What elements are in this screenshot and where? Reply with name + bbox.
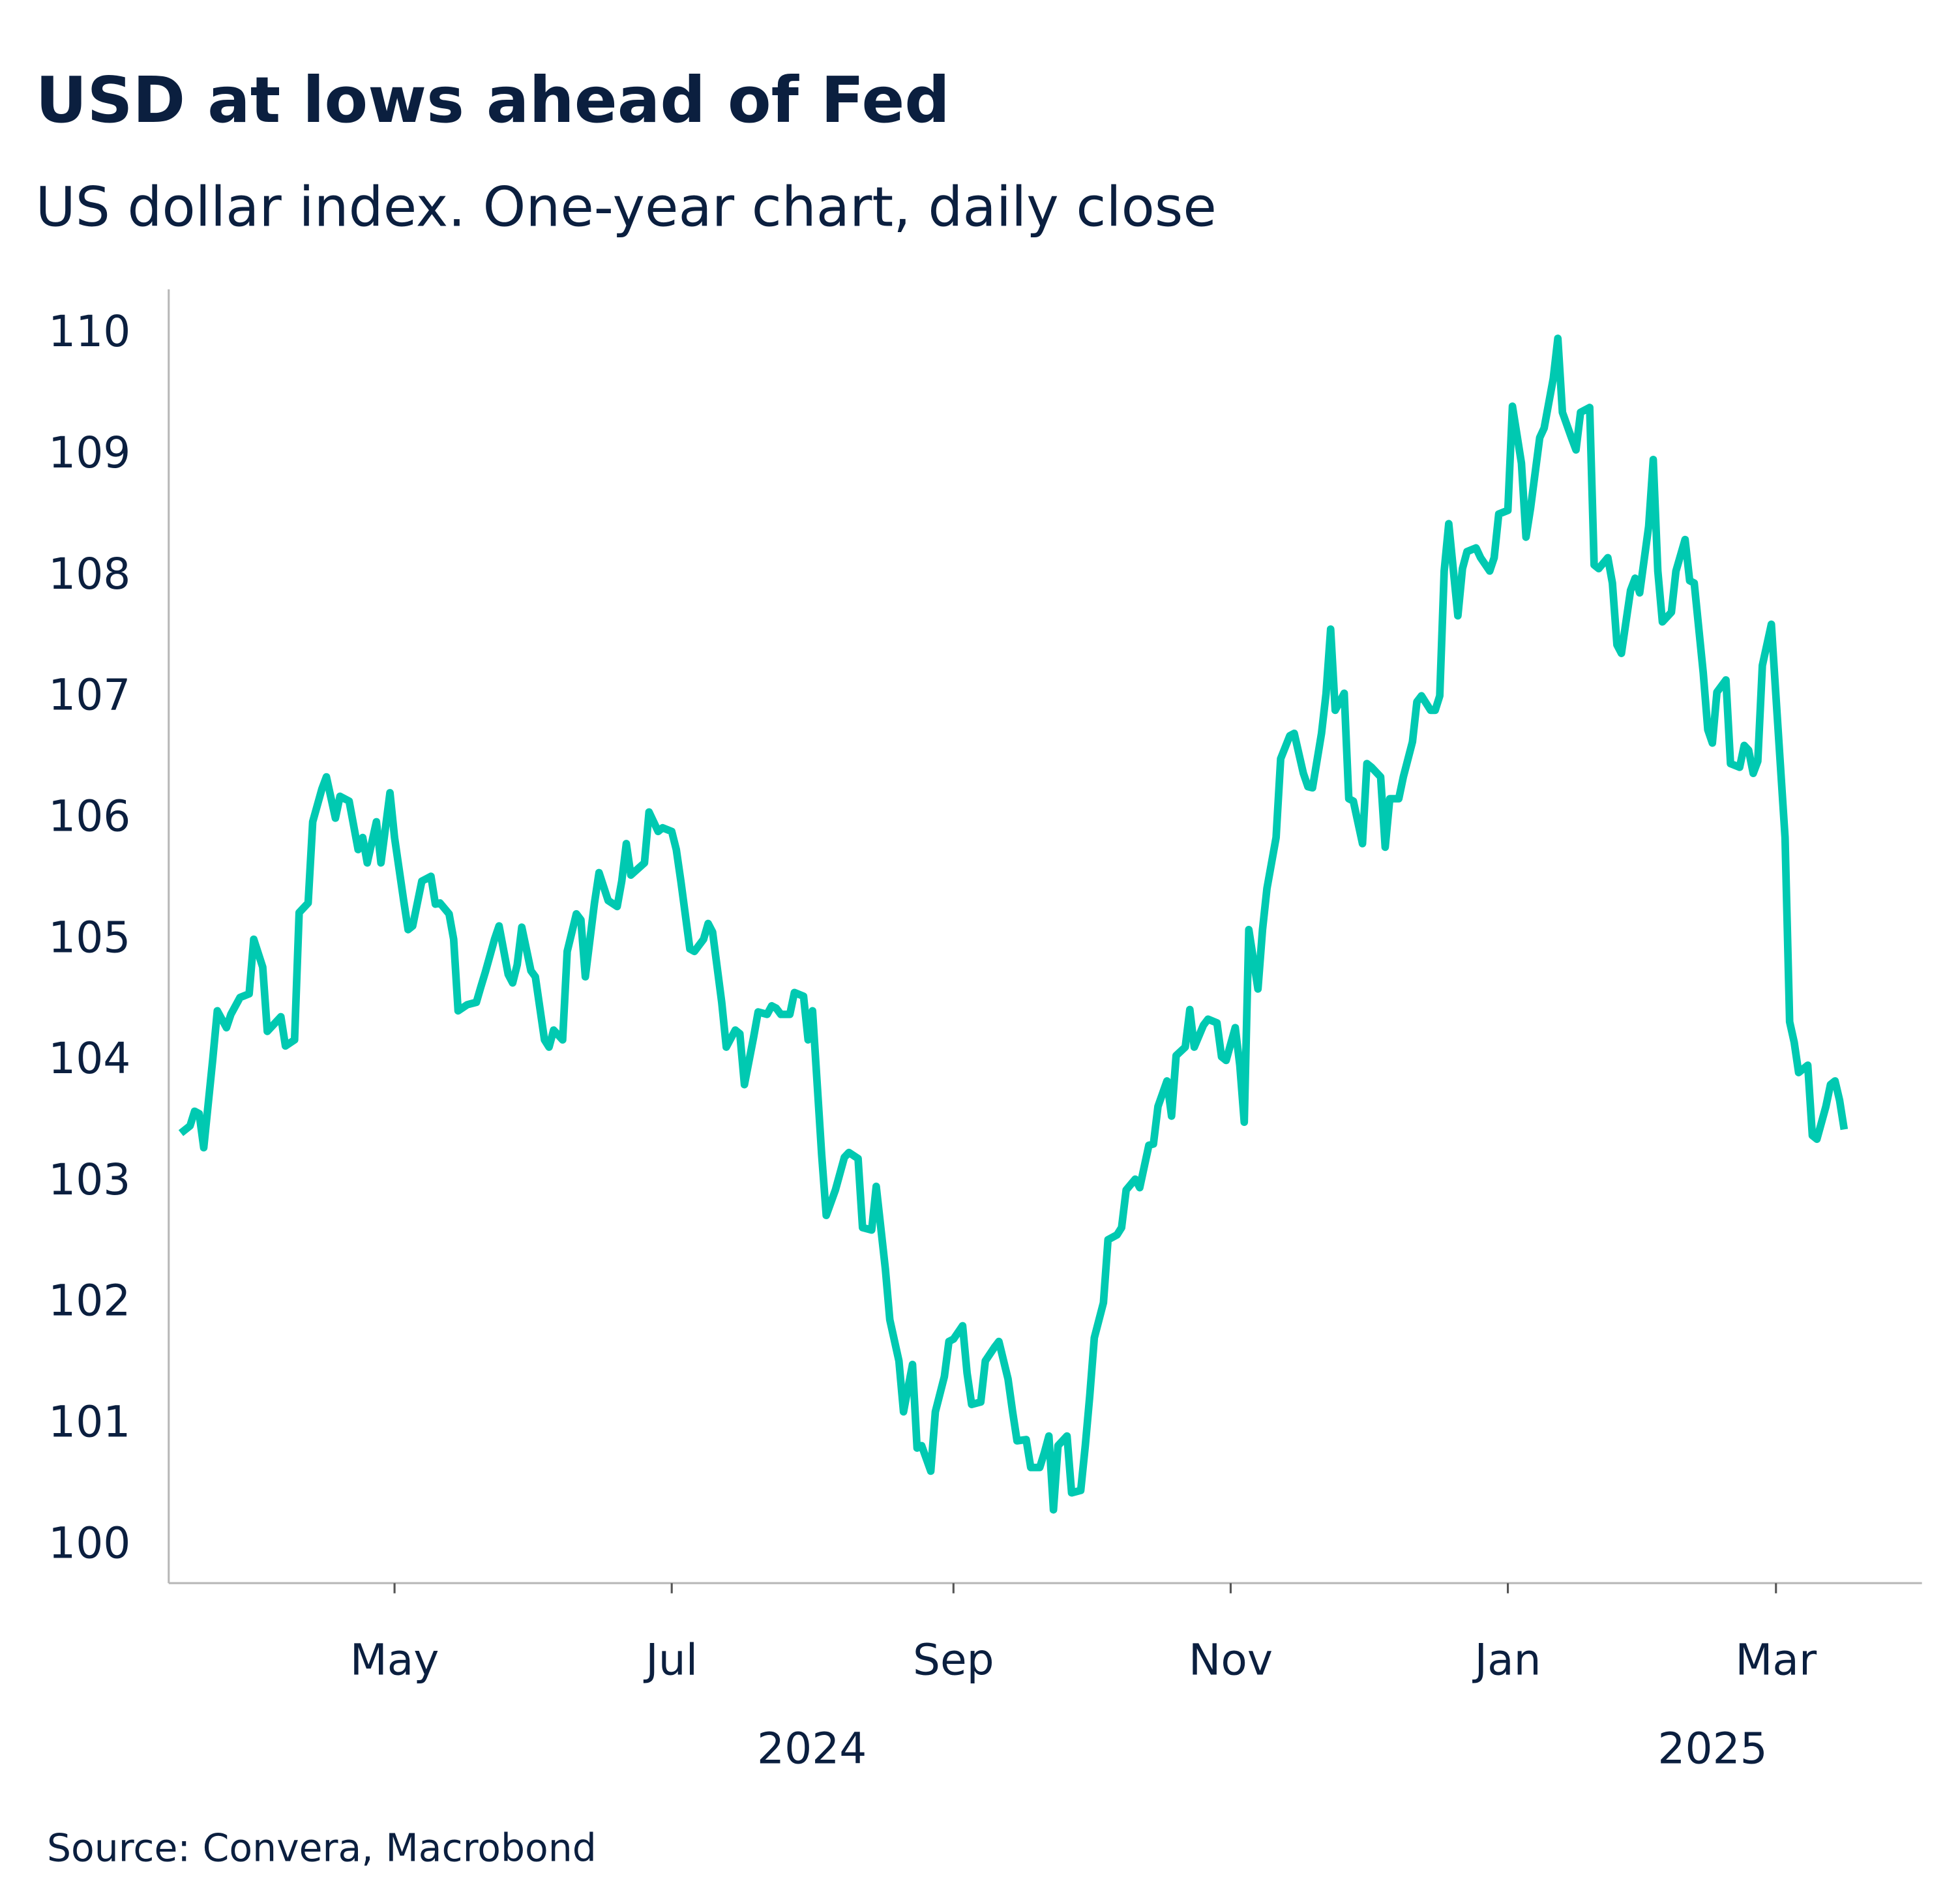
x-tick-label: Sep [913, 1635, 994, 1685]
chart-title: USD at lows ahead of Fed [35, 63, 949, 137]
x-tick-labels: May Jul Sep Nov Jan Mar [350, 1583, 1817, 1685]
year-labels: 2024 2025 [757, 1724, 1768, 1774]
y-tick-label: 109 [48, 428, 130, 478]
y-tick-label: 101 [48, 1397, 130, 1447]
x-tick-label: Jul [643, 1635, 698, 1685]
x-tick-label: Jan [1472, 1635, 1541, 1685]
year-label: 2025 [1657, 1724, 1767, 1774]
y-tick-label: 102 [48, 1276, 130, 1326]
x-tick-label: Nov [1189, 1635, 1273, 1685]
y-tick-label: 103 [48, 1155, 130, 1205]
x-tick-label: May [350, 1635, 439, 1685]
y-tick-label: 108 [48, 549, 130, 599]
y-tick-label: 106 [48, 791, 130, 841]
y-tick-labels: 100 101 102 103 104 105 106 107 108 109 110 [48, 306, 130, 1568]
year-label: 2024 [757, 1724, 867, 1774]
y-tick-label: 104 [48, 1033, 130, 1084]
y-tick-label: 110 [48, 306, 130, 357]
source-note: Source: Convera, Macrobond [47, 1826, 597, 1870]
y-tick-label: 105 [48, 912, 130, 962]
series-line-usd-index [178, 334, 1849, 1514]
x-tick-label: Mar [1735, 1635, 1817, 1685]
chart-subtitle: US dollar index. One-year chart, daily c… [35, 175, 1216, 239]
y-tick-label: 100 [48, 1518, 130, 1568]
y-tick-label: 107 [48, 670, 130, 720]
